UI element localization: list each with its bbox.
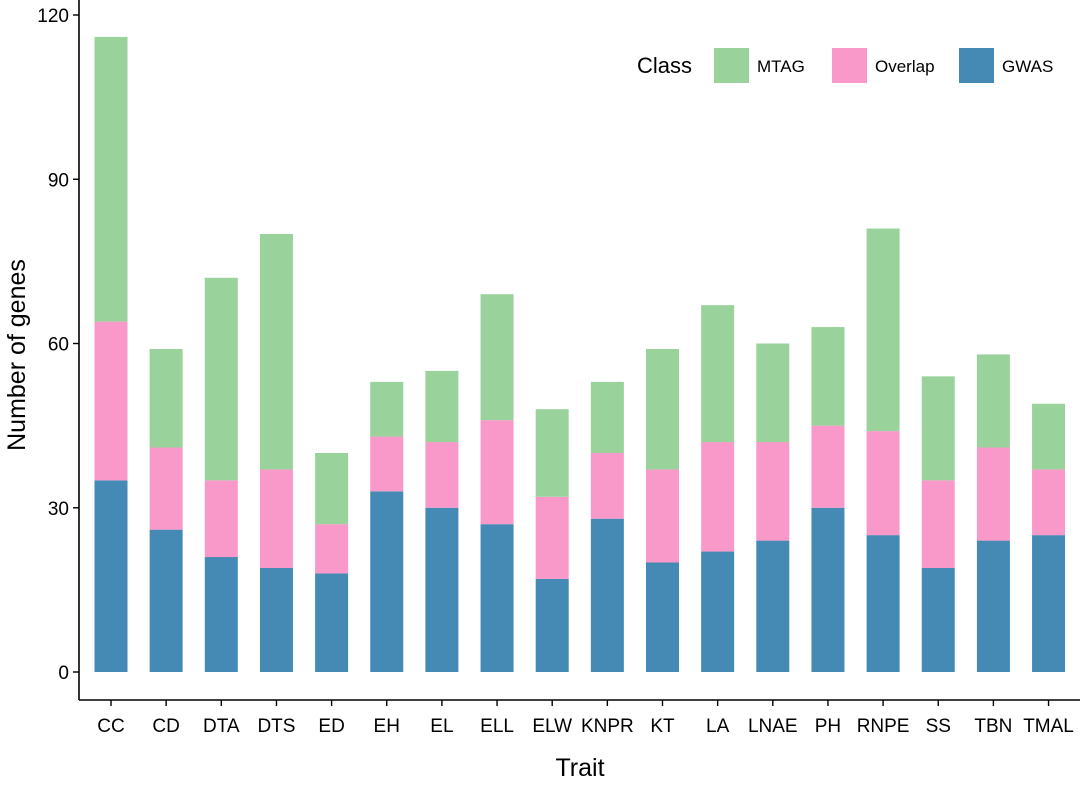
x-tick-label-lnae: LNAE	[748, 716, 798, 737]
y-tick-label: 60	[48, 335, 69, 356]
legend-key-overlap	[832, 48, 867, 83]
bar-ed-overlap	[315, 524, 349, 574]
bar-tmal-gwas	[1032, 535, 1066, 673]
x-tick-label-eh: EH	[374, 716, 400, 737]
bar-el-mtag	[425, 370, 459, 443]
bar-elw-mtag	[535, 409, 569, 497]
bar-tmal-mtag	[1032, 403, 1066, 470]
bar-ed-gwas	[315, 573, 349, 672]
x-tick-label-ell: ELL	[480, 716, 514, 737]
bar-tbn-overlap	[976, 447, 1010, 541]
x-tick-label-elw: ELW	[532, 716, 572, 737]
bar-cd-overlap	[149, 447, 183, 530]
bar-ph-overlap	[811, 425, 845, 508]
bar-elw-overlap	[535, 496, 569, 579]
bar-ell-mtag	[480, 294, 514, 421]
x-tick-label-kt: KT	[650, 716, 675, 737]
y-axis-title: Number of genes	[3, 259, 31, 451]
bar-cc-overlap	[94, 321, 128, 481]
bar-cc-gwas	[94, 480, 128, 673]
bar-el-overlap	[425, 442, 459, 508]
legend-label-mtag: MTAG	[757, 57, 805, 76]
legend: Class MTAG Overlap GWAS	[637, 48, 1053, 83]
bar-dts-overlap	[259, 469, 293, 568]
x-tick-label-tbn: TBN	[974, 716, 1012, 737]
bar-dta-overlap	[204, 480, 238, 558]
x-tick-label-dts: DTS	[257, 716, 295, 737]
y-tick-label: 120	[37, 6, 69, 27]
bar-dts-gwas	[259, 567, 293, 672]
y-axis-ticks: 0 30 60 90 120	[37, 6, 79, 684]
bar-kt-overlap	[646, 469, 679, 563]
bar-lnae-mtag	[756, 343, 790, 443]
bar-rnpe-overlap	[866, 431, 900, 536]
y-tick-label: 90	[48, 170, 69, 191]
bar-knpr-mtag	[590, 381, 624, 453]
bar-cd-mtag	[149, 348, 183, 448]
bar-eh-mtag	[370, 381, 404, 437]
x-tick-label-cd: CD	[152, 716, 179, 737]
bars-layer	[94, 36, 1066, 673]
bar-ss-overlap	[921, 480, 955, 568]
legend-title: Class	[637, 53, 692, 78]
x-tick-label-cc: CC	[97, 716, 124, 737]
bar-la-mtag	[701, 305, 735, 443]
legend-label-overlap: Overlap	[875, 57, 935, 76]
bar-knpr-overlap	[590, 453, 624, 519]
x-tick-label-ph: PH	[815, 716, 841, 737]
bar-ph-mtag	[811, 327, 845, 426]
y-tick-label: 30	[48, 499, 69, 520]
legend-key-mtag	[714, 48, 749, 83]
bar-ss-gwas	[921, 567, 955, 672]
x-axis-title: Trait	[555, 754, 604, 782]
x-tick-label-el: EL	[430, 716, 453, 737]
legend-label-gwas: GWAS	[1002, 57, 1053, 76]
bar-rnpe-gwas	[866, 535, 900, 673]
bar-cc-mtag	[94, 36, 128, 322]
x-tick-label-dta: DTA	[203, 716, 240, 737]
bar-ph-gwas	[811, 507, 845, 672]
y-tick-label: 0	[58, 663, 69, 684]
bar-el-gwas	[425, 507, 459, 672]
bar-cd-gwas	[149, 529, 183, 672]
bar-ed-mtag	[315, 453, 349, 525]
bar-rnpe-mtag	[866, 228, 900, 432]
bar-ss-mtag	[921, 376, 955, 481]
bar-dta-mtag	[204, 277, 238, 481]
bar-la-gwas	[701, 551, 735, 672]
x-tick-label-tmal: TMAL	[1023, 716, 1074, 737]
bar-tbn-mtag	[976, 354, 1010, 448]
bar-tmal-overlap	[1032, 469, 1066, 536]
bar-eh-overlap	[370, 436, 404, 492]
bar-lnae-gwas	[756, 540, 790, 672]
bar-eh-gwas	[370, 491, 404, 672]
bar-tbn-gwas	[976, 540, 1010, 672]
bar-knpr-gwas	[590, 518, 624, 672]
x-tick-label-ss: SS	[926, 716, 951, 737]
bar-ell-gwas	[480, 524, 514, 672]
bar-ell-overlap	[480, 420, 514, 525]
bar-kt-mtag	[646, 348, 679, 470]
bar-dta-gwas	[204, 557, 238, 672]
x-tick-label-la: LA	[706, 716, 730, 737]
bar-la-overlap	[701, 442, 735, 552]
bar-dts-mtag	[259, 234, 293, 470]
x-axis-ticks: CC CD DTA DTS ED EH EL ELL ELW KNPR KT LA LNAE PH RNPE…	[97, 700, 1074, 737]
bar-lnae-overlap	[756, 442, 790, 541]
bar-kt-gwas	[646, 562, 679, 672]
x-tick-label-knpr: KNPR	[581, 716, 634, 737]
x-tick-label-ed: ED	[318, 716, 344, 737]
bar-elw-gwas	[535, 578, 569, 672]
x-tick-label-rnpe: RNPE	[857, 716, 910, 737]
legend-key-gwas	[959, 48, 994, 83]
